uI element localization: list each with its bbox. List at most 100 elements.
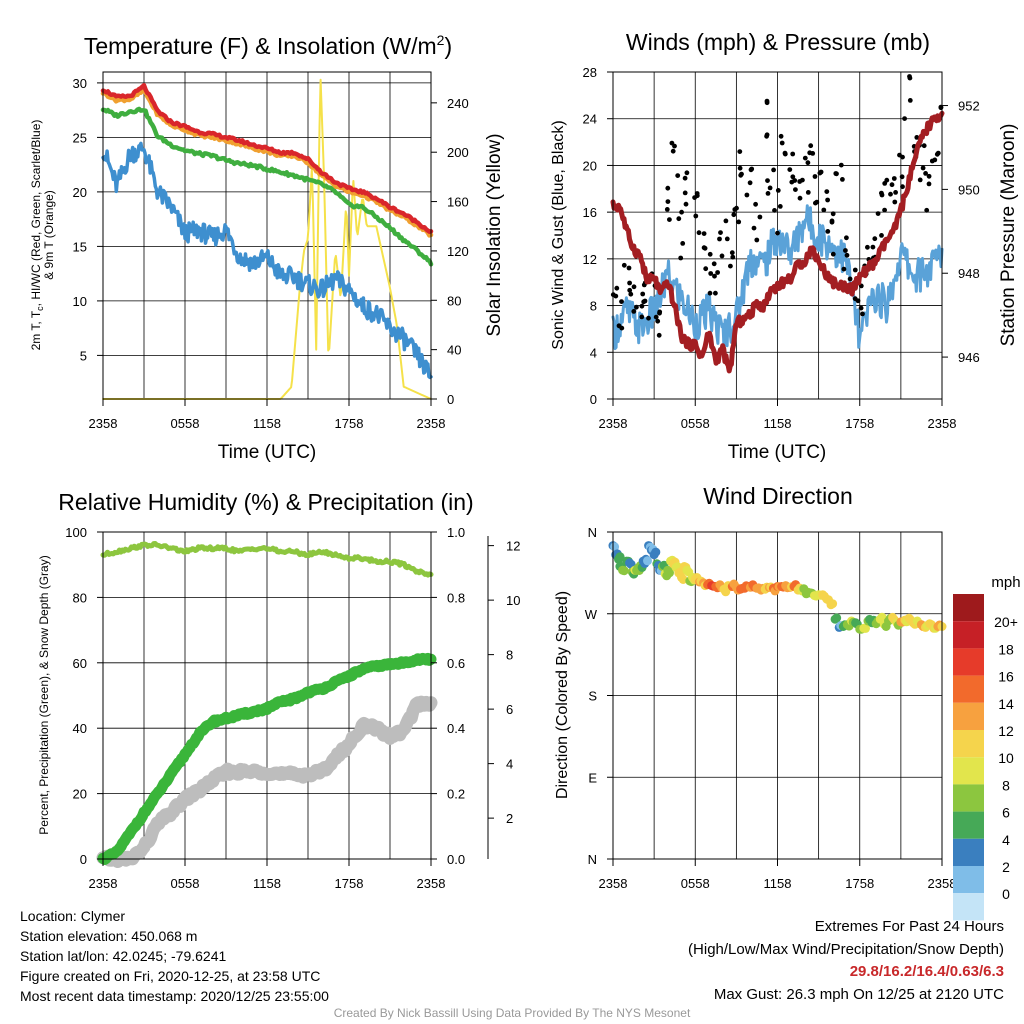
speed-legend-swatch: [953, 702, 984, 730]
temperature-y-axis-label-line2: & 9m T (Orange): [42, 190, 56, 280]
wind-direction-point: [861, 623, 870, 633]
gust-point: [728, 263, 733, 269]
gust-point: [678, 255, 684, 261]
station-location: Location: Clymer: [20, 908, 126, 924]
station-latlon: Station lat/lon: 42.0245; -79.6241: [20, 948, 227, 964]
gust-point: [814, 199, 820, 205]
gust-point: [639, 303, 645, 309]
credit-line: Created By Nick Bassill Using Data Provi…: [333, 1006, 691, 1020]
gust-point: [812, 174, 818, 179]
gust-point: [703, 266, 709, 272]
snow-ytick-label: 6: [506, 702, 513, 717]
gust-point: [767, 185, 773, 191]
gust-point: [935, 150, 941, 156]
gust-point: [778, 133, 784, 139]
gust-point: [879, 233, 884, 238]
sonic-wind-line: [611, 204, 944, 351]
humidity-panel-title: Relative Humidity (%) & Precipitation (i…: [58, 489, 473, 515]
snow-ytick-label: 8: [506, 648, 513, 663]
gust-point: [899, 174, 905, 180]
speed-legend-label: 12: [998, 723, 1014, 739]
winds-xtick-label: 0558: [681, 416, 710, 431]
precip-line: [97, 652, 437, 865]
gust-point: [655, 318, 661, 324]
rh-line: [100, 541, 434, 578]
gust-point: [805, 190, 811, 195]
wind-direction-point: [832, 613, 842, 623]
humidity-y-axis-label: Percent, Precipitation (Green), & Snow D…: [37, 555, 51, 834]
winds-ytick-label: 28: [583, 65, 597, 80]
gust-point: [860, 311, 865, 317]
gust-point: [693, 213, 699, 219]
gust-point: [858, 305, 864, 311]
pressure-line: [610, 110, 945, 374]
gust-point: [888, 191, 893, 197]
pressure-ytick-label: 950: [958, 182, 980, 197]
insolation-y-axis-label: Solar Insolation (Yellow): [484, 133, 505, 336]
humidity-xtick-label: 2358: [417, 876, 446, 891]
precip-ytick-label: 0.4: [447, 721, 465, 736]
gust-point: [646, 315, 651, 321]
gust-point: [751, 225, 757, 231]
speed-legend-swatch: [953, 621, 984, 649]
gust-point: [731, 212, 737, 218]
gust-point: [825, 197, 830, 203]
gust-point: [747, 180, 753, 186]
humidity-ytick-label: 60: [73, 656, 87, 671]
gust-point: [753, 201, 758, 207]
gust-point: [772, 208, 777, 213]
snow-ytick-label: 12: [506, 539, 520, 554]
winds-ytick-label: 20: [583, 158, 597, 173]
snow-ytick-label: 10: [506, 593, 520, 608]
speed-legend-swatch: [953, 893, 984, 921]
gust-point: [736, 219, 742, 225]
gust-point: [684, 170, 690, 176]
speed-legend-swatch: [953, 757, 984, 785]
speed-legend-swatch: [953, 866, 984, 894]
gust-point: [640, 291, 646, 297]
station-info: Location: Clymer Station elevation: 450.…: [20, 906, 329, 1006]
speed-legend-swatch: [953, 784, 984, 812]
gust-point: [917, 177, 923, 183]
gust-point: [667, 217, 672, 223]
temperature-xtick-label: 1758: [335, 416, 364, 431]
gust-point: [694, 191, 700, 196]
gust-point: [619, 299, 624, 304]
gust-point: [712, 273, 717, 279]
gust-point: [754, 237, 760, 243]
gust-point: [793, 187, 798, 193]
temperature-xtick-label: 0558: [171, 416, 200, 431]
winds-xtick-label: 1158: [764, 416, 792, 431]
gust-point: [792, 178, 798, 183]
gust-point: [924, 207, 930, 213]
winds-x-axis-label: Time (UTC): [728, 442, 827, 463]
gust-point: [713, 290, 718, 296]
temperature-ytick-label: 10: [73, 294, 87, 309]
max-gust: Max Gust: 26.3 mph On 12/25 at 2120 UTC: [713, 985, 1004, 1003]
gust-point: [818, 169, 824, 175]
gust-point: [614, 285, 620, 291]
gust-point: [834, 171, 839, 177]
winds-ytick-label: 8: [590, 299, 597, 314]
gust-point: [879, 190, 884, 196]
speed-legend-label: 16: [998, 669, 1014, 685]
wind-direction-panel-title: Wind Direction: [703, 483, 853, 509]
gust-point: [921, 143, 927, 149]
winds-xtick-label: 1758: [845, 416, 874, 431]
gust-point: [626, 265, 632, 271]
gust-point: [847, 276, 853, 282]
gust-point: [702, 245, 708, 251]
gust-point: [765, 178, 770, 184]
gust-point: [631, 309, 637, 314]
insolation-ytick-label: 120: [447, 244, 469, 259]
gust-point: [782, 150, 788, 156]
gust-point: [657, 310, 662, 316]
gust-point: [679, 209, 684, 215]
gust-point: [838, 162, 844, 168]
gust-point: [764, 133, 769, 139]
temperature-ytick-label: 15: [73, 239, 87, 254]
temperature-xtick-label: 2358: [89, 416, 118, 431]
gust-point: [920, 165, 926, 171]
extremes-subtitle: (High/Low/Max Wind/Precipitation/Snow De…: [688, 940, 1004, 958]
